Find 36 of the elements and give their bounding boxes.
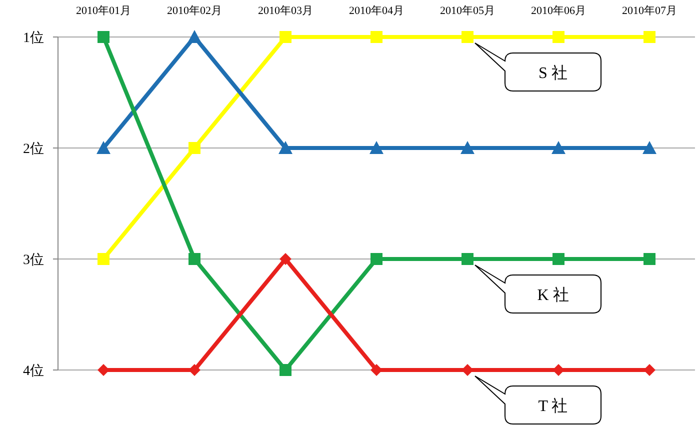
x-tick-label: 2010年05月 [440, 5, 495, 17]
point [280, 253, 292, 265]
x-tick-label: 2010年04月 [349, 5, 404, 17]
y-tick-label: 3位 [23, 252, 44, 268]
series-label: S 社 [538, 64, 568, 82]
y-tick-label: 4位 [23, 363, 44, 379]
x-tick-label: 2010年03月 [258, 5, 313, 17]
point [462, 31, 474, 43]
point [278, 141, 292, 154]
point [460, 141, 474, 154]
point [644, 253, 656, 265]
point [98, 31, 110, 43]
point [552, 31, 564, 43]
y-tick-label: 2位 [23, 141, 44, 157]
point [96, 141, 110, 154]
point [644, 31, 656, 43]
x-tick-label: 2010年07月 [622, 5, 677, 17]
y-tick-label: 1位 [23, 30, 44, 46]
x-tick-label: 2010年01月 [76, 5, 131, 17]
point [370, 141, 384, 154]
x-tick-label: 2010年02月 [167, 5, 222, 17]
point [280, 31, 292, 43]
point [370, 31, 382, 43]
point [552, 253, 564, 265]
point [280, 364, 292, 376]
point [188, 30, 202, 43]
point [462, 253, 474, 265]
point [642, 141, 656, 154]
series-label: T 社 [538, 397, 568, 415]
point [552, 141, 566, 154]
point [98, 253, 110, 265]
series-label: K 社 [537, 286, 569, 304]
point [188, 253, 200, 265]
point [370, 253, 382, 265]
x-tick-label: 2010年06月 [531, 5, 586, 17]
point [188, 142, 200, 154]
